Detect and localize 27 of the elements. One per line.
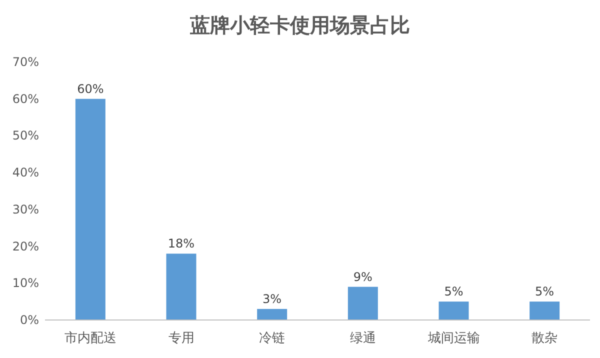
- bar: [257, 308, 288, 320]
- data-label: 18%: [168, 236, 195, 251]
- data-label: 60%: [77, 82, 104, 96]
- y-tick-label: 40%: [12, 166, 39, 180]
- data-label: 5%: [444, 284, 464, 299]
- data-label: 9%: [353, 270, 372, 284]
- x-tick-label: 绿通: [350, 331, 376, 346]
- chart-title: 蓝牌小轻卡使用场景占比: [189, 13, 410, 37]
- y-tick-label: 60%: [12, 92, 39, 106]
- bar: [348, 286, 378, 320]
- data-label: 5%: [535, 284, 554, 299]
- y-tick-label: 20%: [12, 239, 39, 254]
- y-tick-label: 30%: [12, 202, 39, 216]
- bar: [530, 302, 560, 320]
- x-tick-label: 专用: [168, 331, 194, 346]
- y-tick-label: 10%: [12, 276, 39, 290]
- x-tick-label: 市内配送: [64, 331, 116, 346]
- bar: [438, 302, 469, 320]
- x-tick-label: 城间运输: [426, 331, 480, 346]
- y-tick-label: 0%: [20, 313, 39, 327]
- y-tick-label: 50%: [12, 128, 39, 143]
- bar: [166, 254, 196, 320]
- x-tick-label: 散杂: [532, 331, 558, 346]
- x-tick-label: 冷链: [259, 331, 286, 346]
- y-tick-label: 70%: [12, 55, 39, 69]
- data-label: 3%: [262, 292, 282, 306]
- bar: [75, 98, 106, 320]
